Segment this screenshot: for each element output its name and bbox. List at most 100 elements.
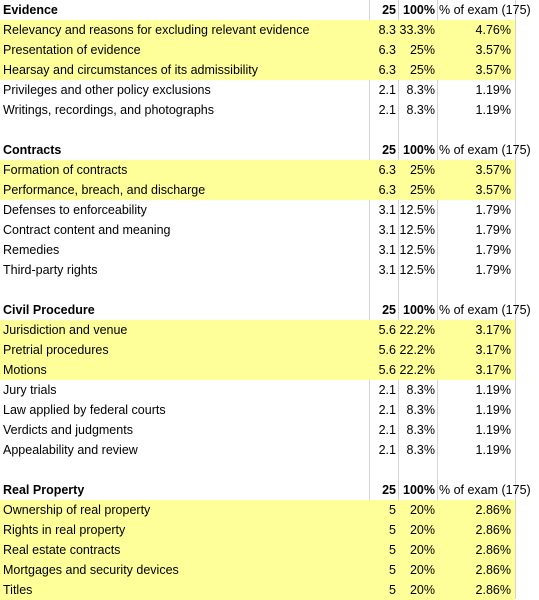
section-exam-header[interactable]: % of exam (175) (439, 303, 531, 317)
topic-cell[interactable]: Writings, recordings, and photographs (3, 103, 214, 117)
topic-cell[interactable]: Real estate contracts (0, 540, 369, 560)
percent-cell[interactable]: 8.3% (406, 103, 436, 117)
percent-cell[interactable]: 8.3% (406, 423, 436, 437)
percent-cell[interactable]: 22.2% (398, 320, 437, 340)
section-title[interactable]: Real Property (3, 483, 85, 497)
exam-percent-cell[interactable]: 1.19% (475, 103, 511, 117)
section-title[interactable]: Contracts (3, 143, 62, 157)
exam-percent-cell[interactable]: 3.17% (437, 360, 515, 380)
percent-cell[interactable]: 25% (398, 180, 437, 200)
percent-cell[interactable]: 20% (398, 500, 437, 520)
percent-cell[interactable]: 8.3% (406, 403, 436, 417)
percent-cell[interactable]: 22.2% (398, 360, 437, 380)
points-cell[interactable]: 3.1 (378, 263, 396, 277)
topic-cell[interactable]: Relevancy and reasons for excluding rele… (0, 20, 369, 40)
exam-percent-cell[interactable]: 3.57% (437, 60, 515, 80)
exam-percent-cell[interactable]: 2.86% (437, 500, 515, 520)
exam-percent-cell[interactable]: 3.57% (437, 40, 515, 60)
section-title[interactable]: Civil Procedure (3, 303, 95, 317)
percent-cell[interactable]: 22.2% (398, 340, 437, 360)
section-total[interactable]: 25 (382, 303, 396, 317)
percent-cell[interactable]: 25% (398, 60, 437, 80)
topic-cell[interactable]: Performance, breach, and discharge (0, 180, 369, 200)
points-cell[interactable]: 6.3 (369, 40, 398, 60)
topic-cell[interactable]: Motions (0, 360, 369, 380)
percent-cell[interactable]: 25% (398, 160, 437, 180)
topic-cell[interactable]: Jury trials (3, 383, 57, 397)
topic-cell[interactable]: Titles (0, 580, 369, 600)
section-percent[interactable]: 100% (403, 483, 435, 497)
topic-cell[interactable]: Remedies (3, 243, 60, 257)
points-cell[interactable]: 5 (369, 520, 398, 540)
topic-cell[interactable]: Defenses to enforceability (3, 203, 147, 217)
exam-percent-cell[interactable]: 2.86% (437, 560, 515, 580)
percent-cell[interactable]: 12.5% (399, 203, 435, 217)
topic-cell[interactable]: Law applied by federal courts (3, 403, 166, 417)
section-total[interactable]: 25 (382, 483, 396, 497)
points-cell[interactable]: 5 (369, 540, 398, 560)
exam-percent-cell[interactable]: 2.86% (437, 580, 515, 600)
section-percent[interactable]: 100% (403, 3, 435, 17)
topic-cell[interactable]: Ownership of real property (0, 500, 369, 520)
points-cell[interactable]: 3.1 (378, 203, 396, 217)
exam-percent-cell[interactable]: 1.79% (475, 263, 511, 277)
points-cell[interactable]: 5.6 (369, 340, 398, 360)
section-title[interactable]: Evidence (3, 3, 58, 17)
section-exam-header[interactable]: % of exam (175) (439, 483, 531, 497)
topic-cell[interactable]: Mortgages and security devices (0, 560, 369, 580)
points-cell[interactable]: 6.3 (369, 60, 398, 80)
points-cell[interactable]: 2.1 (378, 443, 396, 457)
topic-cell[interactable]: Privileges and other policy exclusions (3, 83, 211, 97)
percent-cell[interactable]: 25% (398, 40, 437, 60)
points-cell[interactable]: 2.1 (378, 383, 396, 397)
points-cell[interactable]: 3.1 (378, 223, 396, 237)
section-percent[interactable]: 100% (403, 143, 435, 157)
percent-cell[interactable]: 20% (398, 580, 437, 600)
percent-cell[interactable]: 20% (398, 540, 437, 560)
percent-cell[interactable]: 12.5% (399, 243, 435, 257)
percent-cell[interactable]: 20% (398, 520, 437, 540)
exam-percent-cell[interactable]: 3.17% (437, 340, 515, 360)
section-percent[interactable]: 100% (403, 303, 435, 317)
percent-cell[interactable]: 20% (398, 560, 437, 580)
topic-cell[interactable]: Jurisdiction and venue (0, 320, 369, 340)
points-cell[interactable]: 3.1 (378, 243, 396, 257)
topic-cell[interactable]: Third-party rights (3, 263, 98, 277)
exam-percent-cell[interactable]: 1.19% (475, 443, 511, 457)
exam-percent-cell[interactable]: 3.57% (437, 180, 515, 200)
exam-percent-cell[interactable]: 1.79% (475, 243, 511, 257)
points-cell[interactable]: 5 (369, 580, 398, 600)
points-cell[interactable]: 6.3 (369, 160, 398, 180)
percent-cell[interactable]: 33.3% (398, 20, 437, 40)
topic-cell[interactable]: Appealability and review (3, 443, 138, 457)
points-cell[interactable]: 8.3 (369, 20, 398, 40)
points-cell[interactable]: 2.1 (378, 403, 396, 417)
exam-percent-cell[interactable]: 1.19% (475, 83, 511, 97)
section-total[interactable]: 25 (382, 143, 396, 157)
topic-cell[interactable]: Formation of contracts (0, 160, 369, 180)
exam-percent-cell[interactable]: 3.57% (437, 160, 515, 180)
percent-cell[interactable]: 8.3% (406, 83, 436, 97)
percent-cell[interactable]: 8.3% (406, 443, 436, 457)
exam-percent-cell[interactable]: 3.17% (437, 320, 515, 340)
exam-percent-cell[interactable]: 2.86% (437, 520, 515, 540)
percent-cell[interactable]: 12.5% (399, 223, 435, 237)
exam-percent-cell[interactable]: 2.86% (437, 540, 515, 560)
points-cell[interactable]: 2.1 (378, 83, 396, 97)
section-exam-header[interactable]: % of exam (175) (439, 3, 531, 17)
points-cell[interactable]: 2.1 (378, 423, 396, 437)
points-cell[interactable]: 5 (369, 500, 398, 520)
points-cell[interactable]: 2.1 (378, 103, 396, 117)
exam-percent-cell[interactable]: 1.79% (475, 203, 511, 217)
topic-cell[interactable]: Verdicts and judgments (3, 423, 133, 437)
exam-percent-cell[interactable]: 1.19% (475, 403, 511, 417)
exam-percent-cell[interactable]: 1.19% (475, 423, 511, 437)
percent-cell[interactable]: 8.3% (406, 383, 436, 397)
points-cell[interactable]: 5 (369, 560, 398, 580)
exam-percent-cell[interactable]: 4.76% (437, 20, 515, 40)
points-cell[interactable]: 5.6 (369, 320, 398, 340)
points-cell[interactable]: 6.3 (369, 180, 398, 200)
topic-cell[interactable]: Hearsay and circumstances of its admissi… (0, 60, 369, 80)
exam-percent-cell[interactable]: 1.79% (475, 223, 511, 237)
points-cell[interactable]: 5.6 (369, 360, 398, 380)
